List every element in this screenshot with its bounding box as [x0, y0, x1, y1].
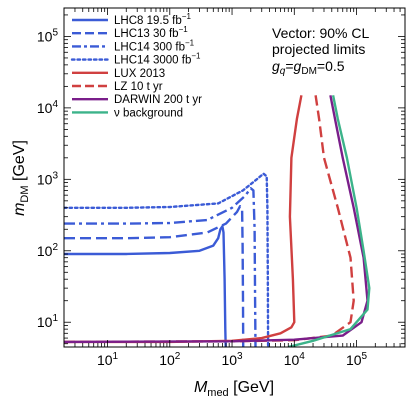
- y-label-main: m: [11, 203, 28, 216]
- legend-label-lhc8-19-5-fb: LHC8 19.5 fb−1: [114, 12, 191, 27]
- series-line-lhc8-19-5-fb: [64, 225, 227, 347]
- x-tick-label: 101: [97, 351, 119, 368]
- annotation-sub-q: q: [280, 66, 286, 77]
- annotation-eq: =: [285, 58, 293, 74]
- x-tick-label: 103: [221, 351, 243, 368]
- annotation: Vector: 90% CL projected limits gq=gDM=0…: [272, 25, 369, 77]
- y-tick-label: 101: [37, 313, 59, 330]
- y-tick-label: 102: [37, 242, 59, 259]
- x-tick-label: 104: [284, 351, 306, 368]
- legend-label-lhc14-3000-fb: LHC14 3000 fb−1: [114, 52, 201, 67]
- legend-label-lhc13-30-fb: LHC13 30 fb−1: [114, 25, 188, 40]
- plot-frame: [63, 7, 406, 348]
- annotation-val: =0.5: [317, 58, 345, 74]
- legend-label-darwin-200-t-yr: DARWIN 200 t yr: [114, 94, 202, 106]
- annotation-line3: gq=gDM=0.5: [272, 58, 345, 77]
- annotation-g: g: [272, 58, 280, 74]
- y-tick-label: 104: [37, 99, 59, 116]
- x-label-main: M: [194, 379, 208, 396]
- x-label-unit: [GeV]: [233, 379, 274, 396]
- x-axis-label: Mmed [GeV]: [194, 379, 274, 399]
- y-tick-label: 105: [37, 27, 59, 44]
- series-line-lhc14-300-fb: [64, 187, 257, 347]
- x-label-sub: med: [207, 387, 228, 399]
- series-layer: [64, 95, 371, 347]
- annotation-sub-dm: DM: [301, 66, 317, 77]
- x-tick-label: 105: [346, 351, 368, 368]
- series-line-lux-2013: [64, 95, 303, 344]
- series-line-lhc13-30-fb: [64, 205, 245, 347]
- y-label-sub: DM: [19, 185, 31, 202]
- y-axis-label: mDM [GeV]: [11, 140, 31, 216]
- legend-label-lhc14-300-fb: LHC14 300 fb−1: [114, 38, 195, 53]
- annotation-line1: Vector: 90% CL: [272, 25, 369, 41]
- series-line-lz-10-t-yr: [64, 95, 355, 344]
- x-tick-label: 102: [159, 351, 181, 368]
- tick-layer: [63, 8, 406, 347]
- annotation-line2: projected limits: [272, 41, 365, 57]
- annotation-g2: g: [294, 58, 302, 74]
- series-line-lhc14-3000-fb: [64, 172, 270, 347]
- legend-label-lux-2013: LUX 2013: [114, 68, 165, 80]
- y-tick-label: 103: [37, 170, 59, 187]
- legend-label-lz-10-t-yr: LZ 10 t yr: [114, 81, 163, 93]
- y-label-unit: [GeV]: [11, 140, 28, 181]
- legend-label-background: ν background: [114, 107, 183, 119]
- tick-labels: 101 102 103 104 105 101 102 103 104 105: [37, 27, 368, 368]
- series-line-background: [288, 95, 371, 347]
